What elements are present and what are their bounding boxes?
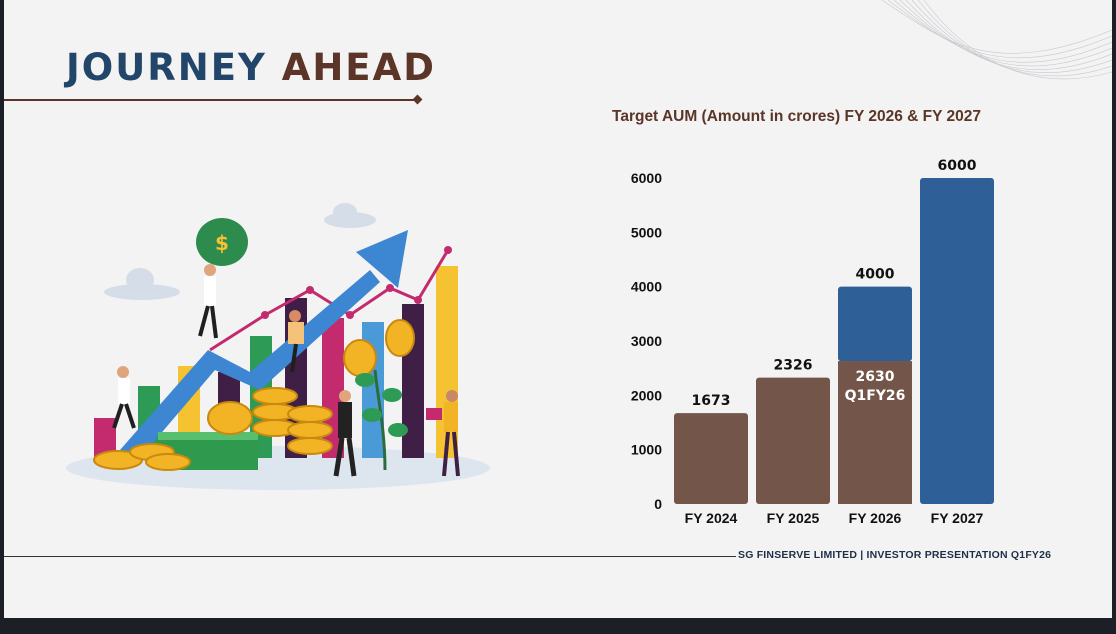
y-tick-label: 2000	[631, 387, 662, 403]
x-axis-ticks: FY 2024 FY 2025 FY 2026 FY 2027	[685, 510, 984, 526]
footer-text: SG FINSERVE LIMITED | INVESTOR PRESENTAT…	[738, 549, 1052, 561]
person-watering-icon	[426, 390, 460, 477]
inner-value-label: 2630	[856, 369, 895, 385]
footer-rule	[4, 556, 736, 557]
y-tick-label: 4000	[631, 279, 662, 295]
bar-fy-2026-achieved	[838, 361, 912, 504]
person-on-arrow-icon	[288, 310, 304, 373]
plant-icon	[355, 369, 408, 471]
bars	[674, 178, 994, 504]
x-tick-label: FY 2024	[685, 510, 738, 526]
data-label: 1673	[692, 393, 731, 409]
data-label: 6000	[938, 158, 977, 174]
x-tick-label: FY 2027	[931, 510, 984, 526]
rising-arrow-icon	[120, 230, 408, 458]
bar-fy-2026-series-2	[838, 286, 912, 362]
title-word-journey: JOURNEY	[66, 46, 267, 89]
svg-text:$: $	[215, 231, 229, 255]
person-in-suit-icon	[333, 390, 357, 477]
slide: JOURNEY AHEAD Target AUM (Amount in cror…	[4, 0, 1112, 618]
x-tick-label: FY 2026	[849, 510, 902, 526]
coin-stack-icon	[93, 319, 415, 471]
bar-fy-2024-series-1	[674, 413, 748, 504]
title-underline	[4, 99, 416, 101]
title-word-ahead: AHEAD	[281, 46, 436, 89]
bar-fy-2027-series-2	[920, 178, 994, 504]
y-tick-label: 6000	[631, 170, 662, 186]
x-tick-label: FY 2025	[767, 510, 820, 526]
y-tick-label: 0	[654, 496, 662, 512]
decorative-wave	[882, 0, 1112, 80]
y-tick-label: 5000	[631, 224, 662, 240]
title-underline-diamond	[412, 94, 423, 105]
person-with-money-bag-icon: $	[196, 218, 248, 339]
aum-bar-chart: 0 1000 2000 3000 4000 5000 6000 1673 2326 4000 60…	[631, 158, 994, 526]
person-running-icon	[112, 366, 136, 429]
data-label: 4000	[856, 267, 895, 283]
chart-title: Target AUM (Amount in crores) FY 2026 & …	[612, 108, 981, 125]
inner-period-label: Q1FY26	[845, 388, 906, 404]
page-title: JOURNEY AHEAD	[66, 46, 436, 90]
y-axis-ticks: 0 1000 2000 3000 4000 5000 6000	[631, 170, 662, 512]
data-label: 2326	[774, 358, 813, 374]
bar-fy-2025-series-1	[756, 377, 830, 504]
cloud-icon	[104, 203, 376, 300]
data-labels: 1673 2326 4000 6000 2630 Q1FY26	[692, 158, 977, 409]
y-tick-label: 1000	[631, 442, 662, 458]
growth-illustration: $	[66, 203, 490, 490]
y-tick-label: 3000	[631, 333, 662, 349]
